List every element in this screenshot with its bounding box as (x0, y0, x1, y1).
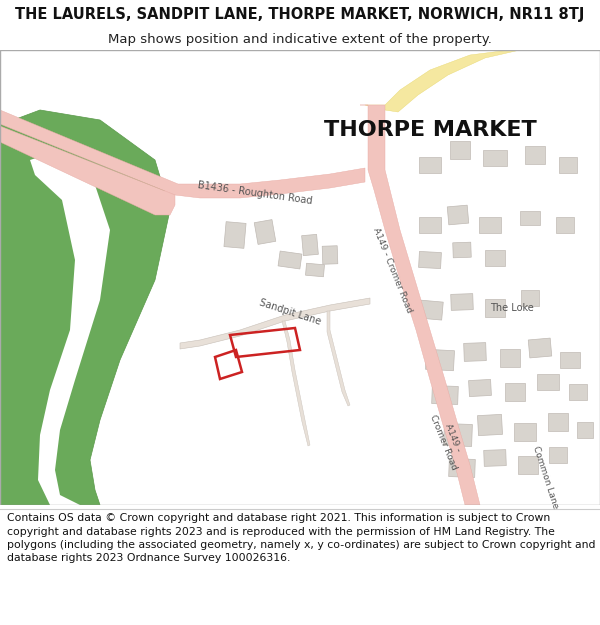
Polygon shape (449, 459, 475, 478)
Polygon shape (577, 422, 593, 438)
Polygon shape (520, 211, 540, 225)
Polygon shape (417, 300, 443, 320)
Polygon shape (500, 349, 520, 367)
Polygon shape (254, 219, 276, 244)
Polygon shape (453, 242, 471, 258)
Polygon shape (305, 263, 325, 277)
Polygon shape (528, 338, 552, 358)
Polygon shape (224, 222, 246, 248)
Polygon shape (483, 150, 507, 166)
Polygon shape (278, 251, 302, 269)
Polygon shape (450, 141, 470, 159)
Text: Contains OS data © Crown copyright and database right 2021. This information is : Contains OS data © Crown copyright and d… (7, 513, 596, 563)
Polygon shape (365, 50, 520, 112)
Polygon shape (302, 234, 319, 256)
Polygon shape (518, 456, 538, 474)
Text: B1436 - Roughton Road: B1436 - Roughton Road (197, 180, 313, 206)
Polygon shape (425, 349, 455, 371)
Polygon shape (569, 384, 587, 400)
Text: THORPE MARKET: THORPE MARKET (323, 120, 536, 140)
Polygon shape (548, 413, 568, 431)
Polygon shape (479, 217, 501, 233)
Polygon shape (282, 321, 310, 446)
Polygon shape (419, 157, 441, 173)
Polygon shape (30, 150, 110, 505)
Polygon shape (447, 205, 469, 225)
Polygon shape (478, 414, 503, 436)
Polygon shape (505, 383, 525, 401)
Polygon shape (485, 299, 505, 317)
Text: A149 -
Cromer Road: A149 - Cromer Road (428, 409, 468, 471)
Polygon shape (431, 386, 458, 404)
Polygon shape (0, 110, 170, 505)
Polygon shape (443, 424, 472, 446)
Polygon shape (327, 311, 350, 406)
Text: A149 - Cromer Road: A149 - Cromer Road (371, 226, 413, 314)
Polygon shape (521, 290, 539, 306)
Polygon shape (549, 447, 567, 463)
Polygon shape (556, 217, 574, 233)
Polygon shape (419, 217, 441, 233)
Text: Common Lane: Common Lane (530, 445, 559, 510)
Polygon shape (451, 294, 473, 311)
Polygon shape (537, 374, 559, 390)
Polygon shape (322, 246, 338, 264)
Polygon shape (419, 251, 442, 269)
Polygon shape (0, 124, 175, 215)
Polygon shape (485, 250, 505, 266)
Polygon shape (514, 423, 536, 441)
Polygon shape (525, 146, 545, 164)
Text: Map shows position and indicative extent of the property.: Map shows position and indicative extent… (108, 34, 492, 46)
Polygon shape (484, 449, 506, 466)
Polygon shape (180, 298, 370, 349)
Polygon shape (464, 342, 487, 361)
Polygon shape (360, 105, 480, 505)
Polygon shape (0, 108, 365, 198)
Polygon shape (559, 157, 577, 173)
Polygon shape (560, 352, 580, 368)
Text: Sandpit Lane: Sandpit Lane (258, 298, 322, 327)
Text: THE LAURELS, SANDPIT LANE, THORPE MARKET, NORWICH, NR11 8TJ: THE LAURELS, SANDPIT LANE, THORPE MARKET… (16, 6, 584, 21)
Polygon shape (469, 379, 491, 397)
Text: The Loke: The Loke (490, 303, 534, 313)
